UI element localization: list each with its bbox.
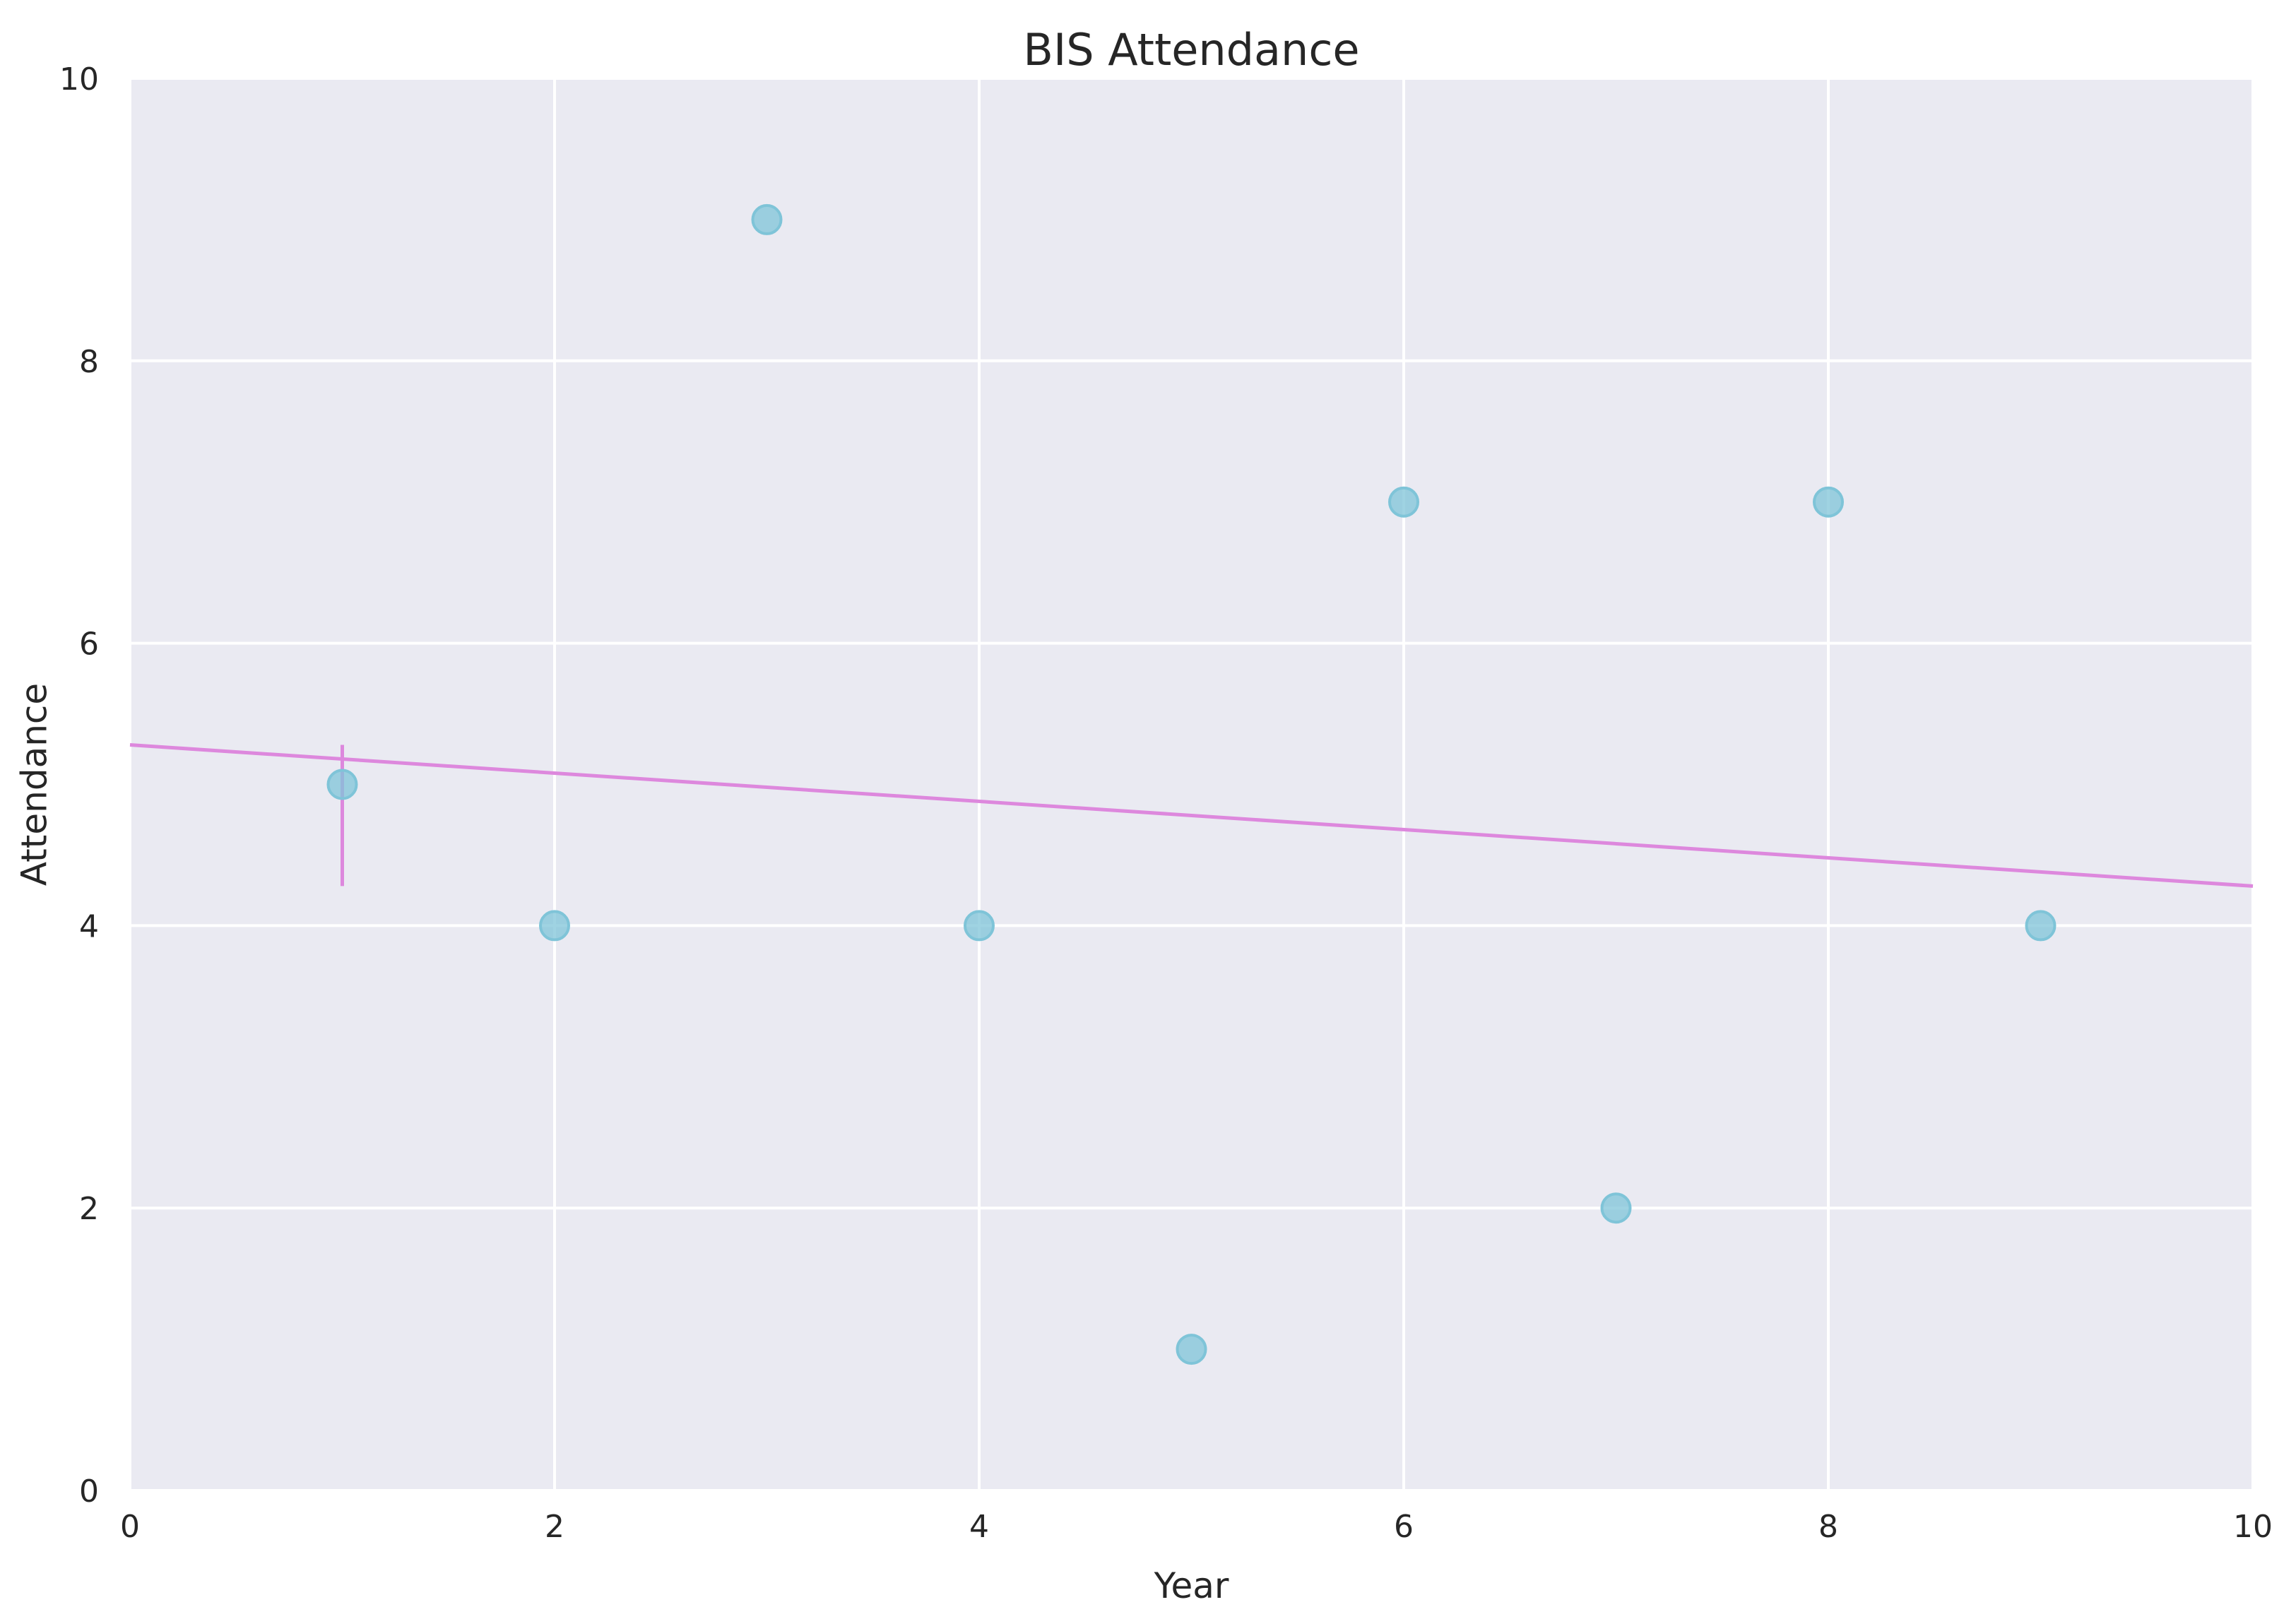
y-tick-label: 6: [79, 627, 99, 663]
data-point: [751, 203, 783, 235]
x-tick-label: 0: [120, 1509, 140, 1545]
x-tick-label: 6: [1394, 1509, 1414, 1545]
tick-labels: 0 2 4 6 8 10 0 2 4 6 8 10: [59, 61, 2273, 1545]
trend-line: [129, 743, 2254, 888]
chart-title: BIS Attendance: [1023, 24, 1359, 76]
plot-background: [130, 78, 2253, 1490]
y-axis-label: Attendance: [14, 683, 55, 886]
x-tick-label: 4: [969, 1509, 989, 1545]
data-points: [326, 203, 2057, 1365]
x-tick-label: 8: [1818, 1509, 1838, 1545]
y-tick-label: 10: [59, 61, 99, 97]
trend-layer: [129, 743, 2254, 888]
x-tick-label: 2: [545, 1509, 564, 1545]
data-point: [1600, 1192, 1632, 1224]
data-point: [326, 769, 358, 800]
y-tick-label: 0: [79, 1473, 99, 1510]
grid-lines: [129, 77, 2254, 1492]
data-point: [2025, 910, 2057, 942]
y-tick-label: 2: [79, 1191, 99, 1227]
data-point: [964, 910, 995, 942]
x-tick-label: 10: [2233, 1509, 2273, 1545]
y-tick-label: 4: [79, 908, 99, 944]
y-tick-label: 8: [79, 344, 99, 380]
data-point: [1388, 486, 1419, 518]
x-axis-label: Year: [1154, 1565, 1229, 1606]
data-point: [1176, 1334, 1207, 1365]
data-point: [539, 910, 570, 942]
data-point: [1813, 486, 1844, 518]
